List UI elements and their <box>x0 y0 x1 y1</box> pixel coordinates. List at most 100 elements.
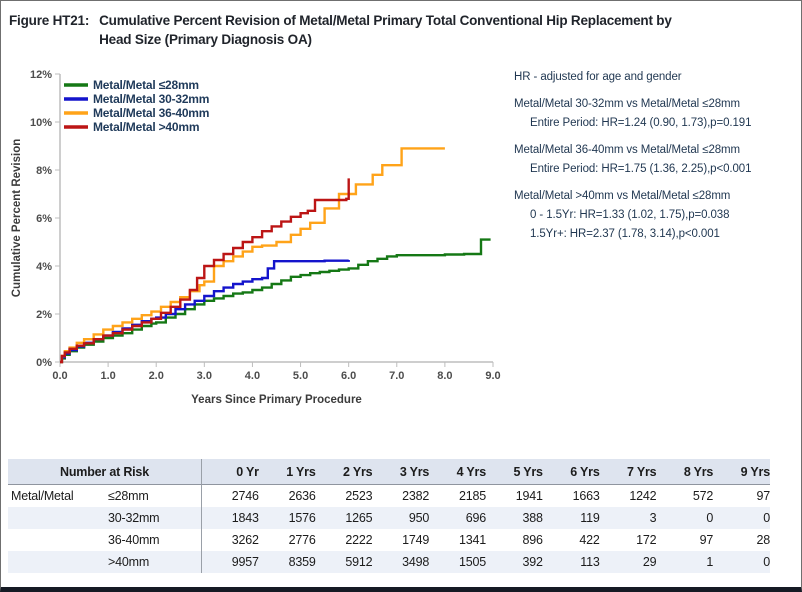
risk-cell-value: 3498 <box>372 551 429 573</box>
risk-cell-value: 388 <box>485 507 543 529</box>
risk-cell-value: 2746 <box>231 489 259 503</box>
risk-cell-value: 392 <box>485 551 543 573</box>
hazard-ratio-annotations: HR - adjusted for age and gender Metal/Me… <box>514 68 799 244</box>
x-tick-label: 0.0 <box>52 370 67 382</box>
hr-note: HR - adjusted for age and gender <box>514 71 682 83</box>
risk-cell-value: 1843 <box>202 507 259 529</box>
risk-cell-value: 2523 <box>345 489 373 503</box>
hr-comparison: Metal/Metal 36-40mm vs Metal/Metal ≤28mm… <box>514 141 799 179</box>
risk-cell-value: 1341 <box>458 533 486 547</box>
risk-table-col-header: 3 Yrs <box>372 459 429 485</box>
hr-comparison: Metal/Metal >40mm vs Metal/Metal ≤28mm 0 … <box>514 187 799 244</box>
x-tick-label: 9.0 <box>485 370 500 382</box>
risk-cell-size: ≤28mm <box>108 485 202 507</box>
x-tick-label: 6.0 <box>341 370 356 382</box>
risk-table-col-header: 8 Yrs <box>656 459 713 485</box>
risk-table-col-header: 2 Yrs <box>315 459 373 485</box>
x-axis-title: Years Since Primary Procedure <box>191 394 362 406</box>
series-line-0 <box>60 238 491 364</box>
y-tick-label: 8% <box>36 165 52 177</box>
risk-cell-value: 0 <box>713 551 770 573</box>
risk-cell-value: 5912 <box>315 551 373 573</box>
risk-cell-value: 29 <box>599 551 657 573</box>
risk-cell-value: 0 <box>656 507 713 529</box>
risk-cell-value: 9957 <box>202 551 259 573</box>
legend-label: Metal/Metal 30-32mm <box>93 92 209 106</box>
hr-comparison-line: Entire Period: HR=1.75 (1.36, 2.25),p<0.… <box>530 163 752 175</box>
risk-cell-value: 1265 <box>315 507 373 529</box>
x-tick-label: 3.0 <box>197 370 212 382</box>
risk-cell-value: 119 <box>542 507 600 529</box>
risk-table-col-header: 1 Yrs <box>258 459 316 485</box>
risk-cell-group: Metal/Metal <box>11 489 74 503</box>
legend-label: Metal/Metal ≤28mm <box>93 78 199 92</box>
risk-cell-value: 950 <box>372 507 429 529</box>
risk-cell-group <box>8 529 108 551</box>
risk-table-col-header: 5 Yrs <box>485 459 543 485</box>
number-at-risk-table: Number at Risk 0 Yr 1 Yrs 2 Yrs 3 Yrs 4 Yrs 5 … <box>8 459 796 573</box>
risk-cell-value: 97 <box>756 489 770 503</box>
hr-comparison-title: Metal/Metal 36-40mm vs Metal/Metal ≤28mm <box>514 144 740 156</box>
figure-title: Figure HT21: Cumulative Percent Revision… <box>9 11 672 49</box>
hr-comparison-title: Metal/Metal >40mm vs Metal/Metal ≤28mm <box>514 190 731 202</box>
x-tick-label: 5.0 <box>293 370 308 382</box>
risk-cell-value: 422 <box>579 533 600 547</box>
risk-table-col-header: 9 Yrs <box>713 459 770 485</box>
risk-cell-value: 113 <box>542 551 600 573</box>
risk-table-col-header: 4 Yrs <box>429 459 486 485</box>
figure-number-label: Figure HT21: <box>9 13 90 28</box>
risk-cell-value: 3 <box>599 507 657 529</box>
risk-cell-value: 2382 <box>402 489 430 503</box>
risk-cell-size: 30-32mm <box>108 507 202 529</box>
y-tick-label: 12% <box>30 69 52 81</box>
risk-cell-value: 0 <box>713 507 770 529</box>
figure-title-text: Cumulative Percent Revision of Metal/Met… <box>99 13 672 47</box>
risk-table-header-label: Number at Risk <box>8 459 202 485</box>
risk-table-col-header: 0 Yr <box>202 459 259 485</box>
legend-label: Metal/Metal 36-40mm <box>93 106 209 120</box>
y-tick-label: 6% <box>36 213 52 225</box>
risk-cell-value: 1242 <box>629 489 657 503</box>
hr-comparison: Metal/Metal 30-32mm vs Metal/Metal ≤28mm… <box>514 95 799 133</box>
risk-table-col-header: 6 Yrs <box>542 459 600 485</box>
x-tick-label: 7.0 <box>389 370 404 382</box>
risk-cell-value: 8359 <box>258 551 316 573</box>
risk-cell-value: 2222 <box>345 533 373 547</box>
y-tick-label: 0% <box>36 357 52 369</box>
risk-cell-value: 2776 <box>288 533 316 547</box>
hr-comparison-line: 1.5Yr+: HR=2.37 (1.78, 3.14),p<0.001 <box>530 228 720 240</box>
y-tick-label: 4% <box>36 261 52 273</box>
risk-cell-size: 36-40mm <box>108 529 202 551</box>
risk-table-col-header: 7 Yrs <box>599 459 657 485</box>
risk-cell-group <box>8 551 108 573</box>
x-tick-label: 2.0 <box>149 370 164 382</box>
risk-cell-value: 2636 <box>288 489 316 503</box>
risk-cell-size: >40mm <box>108 551 202 573</box>
risk-cell-value: 97 <box>699 533 714 547</box>
risk-cell-value: 1 <box>656 551 713 573</box>
y-tick-label: 10% <box>30 117 52 129</box>
risk-cell-value: 2185 <box>458 489 486 503</box>
risk-cell-value: 1576 <box>258 507 316 529</box>
risk-cell-value: 696 <box>429 507 486 529</box>
risk-cell-value: 1941 <box>515 489 543 503</box>
risk-cell-value: 1505 <box>429 551 486 573</box>
legend-label: Metal/Metal >40mm <box>93 120 199 134</box>
cumulative-revision-chart: 0% 2% 4% 6% 8% 10% 12% 0.0 1.0 2.0 3.0 4.0 5.0 6.0 7.0… <box>11 69 501 406</box>
hr-comparison-title: Metal/Metal 30-32mm vs Metal/Metal ≤28mm <box>514 98 740 110</box>
risk-cell-value: 1749 <box>402 533 430 547</box>
risk-cell-value: 572 <box>692 489 714 503</box>
risk-cell-group <box>8 507 108 529</box>
x-tick-label: 1.0 <box>100 370 115 382</box>
risk-cell-value: 28 <box>756 533 770 547</box>
risk-cell-value: 896 <box>522 533 543 547</box>
risk-cell-value: 3262 <box>231 533 259 547</box>
risk-cell-value: 1663 <box>572 489 600 503</box>
hr-comparison-line: Entire Period: HR=1.24 (0.90, 1.73),p=0.… <box>530 117 752 129</box>
x-tick-label: 4.0 <box>245 370 260 382</box>
y-axis-title: Cumulative Percent Revision <box>11 139 23 298</box>
series-line-3 <box>60 178 350 364</box>
risk-cell-value: 172 <box>636 533 657 547</box>
hr-comparison-line: 0 - 1.5Yr: HR=1.33 (1.02, 1.75),p=0.038 <box>530 209 730 221</box>
